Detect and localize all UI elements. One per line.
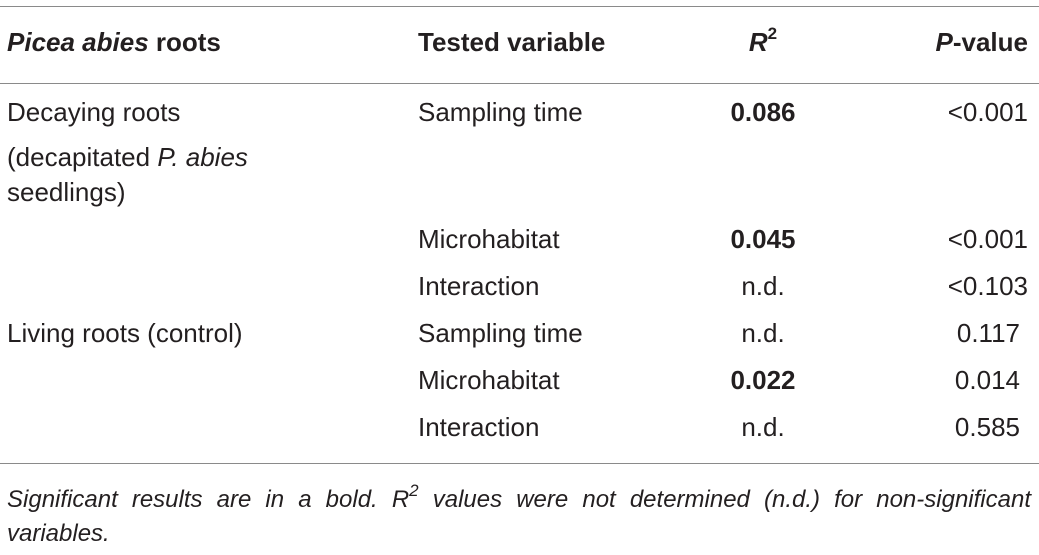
table-cell-p-value: <0.001 [947, 224, 1028, 254]
header-value-word: -value [952, 27, 1028, 57]
group-label-decaying-line3: seedlings) [7, 177, 126, 207]
table-footnote: Significant results are in a bold. R2 va… [7, 481, 1031, 551]
table-cell-r2: 0.022 [730, 365, 796, 395]
table-top-rule [0, 6, 1039, 7]
table-cell-variable: Interaction [418, 412, 540, 442]
table-cell-p-value: 0.117 [956, 318, 1020, 348]
table-cell-r2: n.d. [741, 271, 785, 301]
table-cell-r2: 0.045 [730, 224, 796, 254]
header-species-name: Picea abies [7, 27, 149, 57]
footnote-r-letter: R [391, 486, 410, 513]
table-cell-variable: Interaction [418, 271, 540, 301]
header-p-value: P-value [880, 24, 1029, 60]
group-label-decaying-line2-text: (decapitated [7, 142, 158, 172]
header-r-superscript: 2 [767, 24, 778, 44]
table-cell-p-value: <0.001 [947, 97, 1028, 127]
header-r-squared: R2 [713, 24, 813, 60]
header-p-letter: P [935, 27, 953, 57]
group-label-decaying-line2: (decapitated P. abies [7, 139, 248, 175]
group-label-decaying-line1: Decaying roots [7, 97, 181, 127]
table-cell-variable: Microhabitat [418, 224, 560, 254]
footnote-text-1: Significant results are in a bold. [7, 486, 392, 513]
table-cell-r2: 0.086 [730, 97, 796, 127]
table-cell-p-value: 0.585 [954, 412, 1020, 442]
table-cell-r2: n.d. [741, 412, 785, 442]
header-picea-abies-roots: Picea abies roots [7, 24, 221, 60]
table-bottom-rule [0, 463, 1039, 464]
footnote-text-2: values were not determined (n.d.) for no… [7, 486, 1031, 547]
table-cell-p-value: <0.103 [947, 271, 1028, 301]
table-cell-variable: Sampling time [418, 97, 583, 127]
table-header-rule [0, 83, 1039, 84]
footnote-r-superscript: 2 [409, 481, 419, 500]
group-label-decaying-species: P. abies [157, 142, 248, 172]
header-tested-variable: Tested variable [418, 27, 606, 57]
table-cell-variable: Sampling time [418, 318, 583, 348]
table-cell-r2: n.d. [741, 318, 785, 348]
header-roots-word: roots [148, 27, 221, 57]
group-label-living: Living roots (control) [7, 318, 243, 348]
header-r-letter: R [748, 27, 768, 57]
table-cell-p-value: 0.014 [954, 365, 1020, 395]
table-cell-variable: Microhabitat [418, 365, 560, 395]
